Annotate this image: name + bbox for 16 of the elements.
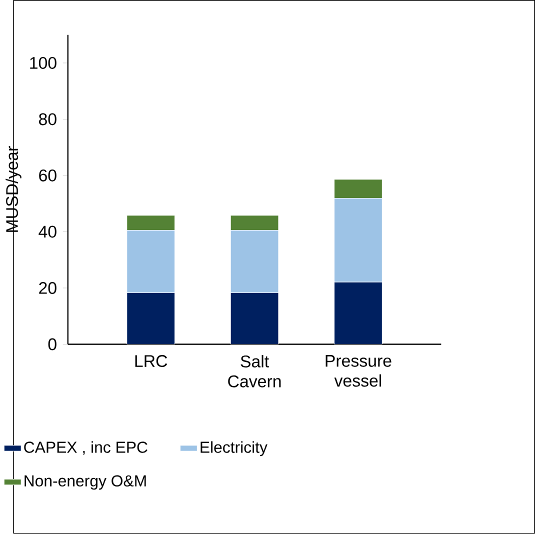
y-tick-label: 0 [48,338,56,350]
y-tick-label: 80 [39,113,56,126]
legend-label: Non-energy O&M [24,475,146,490]
y-axis-title: MUSD/year [6,146,22,232]
bar [126,292,176,344]
x-tick-label: LRC [135,355,168,368]
x-tick-label: Pressure vessel [326,355,392,387]
x-tick-label: Salt Cavern [228,355,281,388]
y-tick-label: 20 [39,282,56,294]
y-tick-label: 100 [30,57,56,70]
bar [230,292,279,344]
y-tick-label: 60 [39,170,56,182]
y-tick-label: 40 [38,226,56,238]
bar [334,282,382,344]
legend-label: CAPEX , inc EPC [24,441,148,455]
legend-label: Electricity [200,441,268,456]
